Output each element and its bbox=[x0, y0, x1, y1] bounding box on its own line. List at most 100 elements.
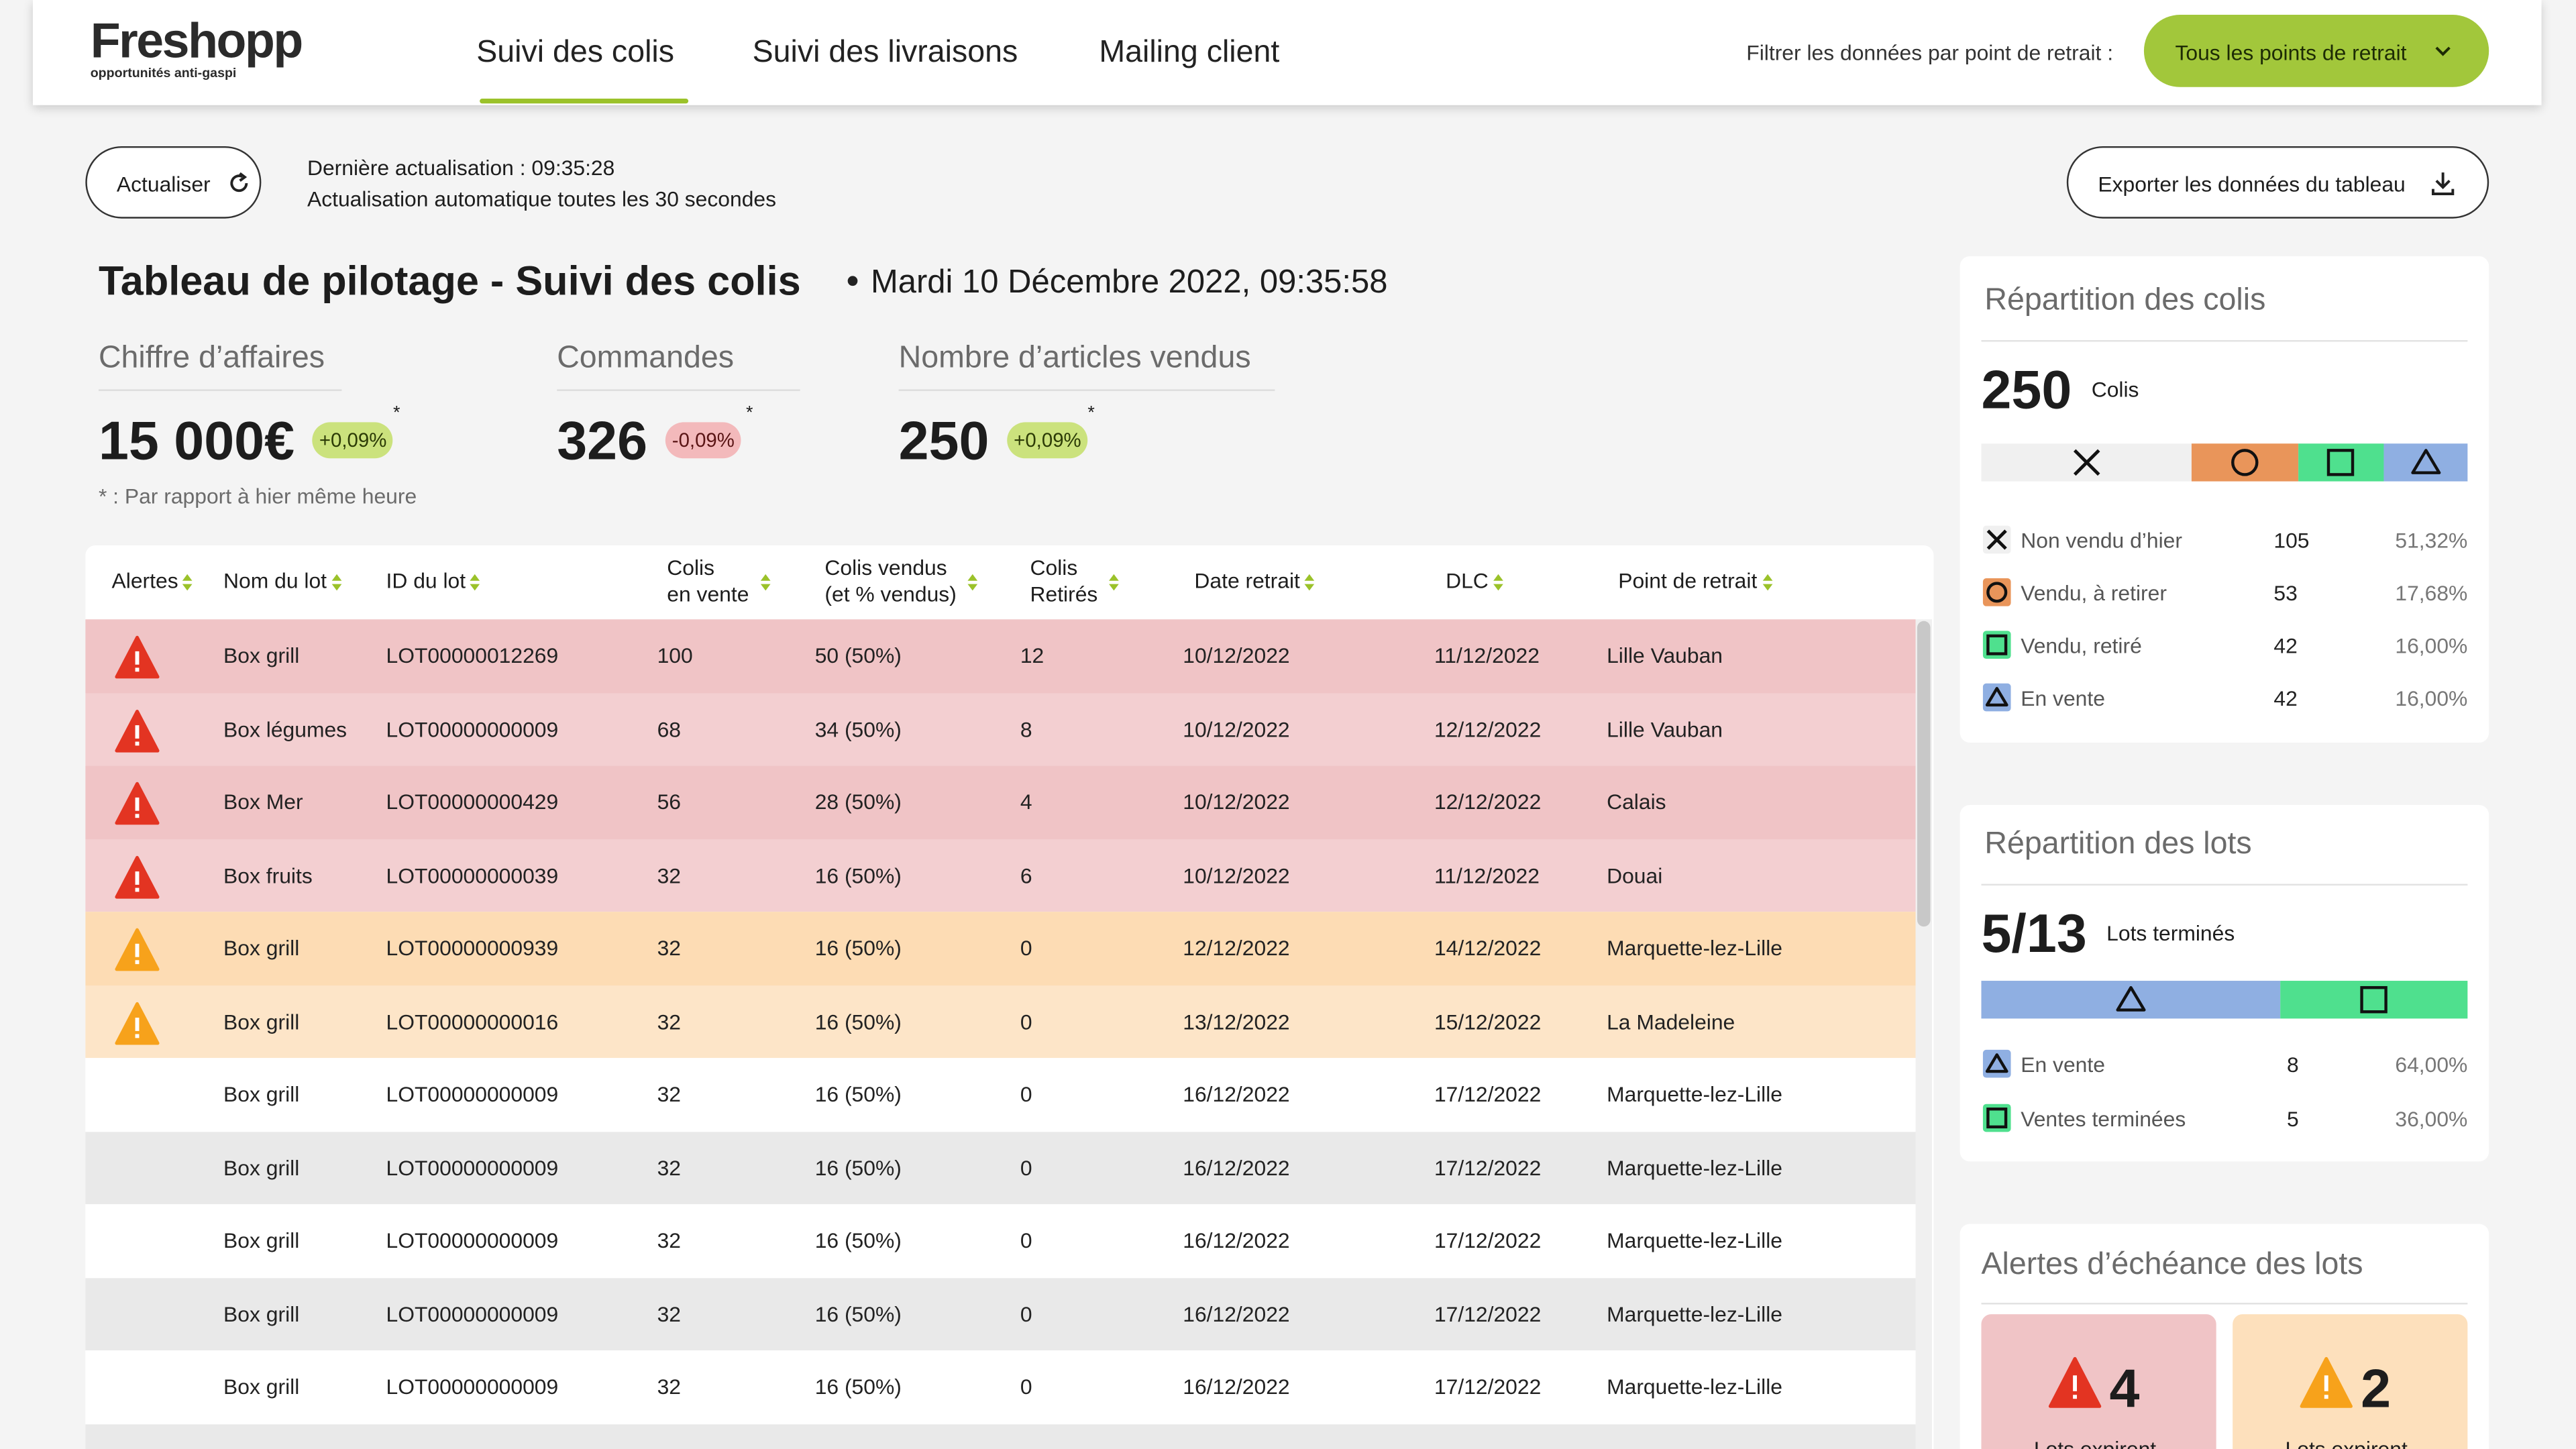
table-row[interactable] bbox=[85, 692, 1916, 766]
table-cell: 0 bbox=[1020, 936, 1032, 961]
table-cell: Box grill bbox=[223, 1155, 300, 1180]
table-cell: 12/12/2022 bbox=[1434, 716, 1542, 742]
export-icon bbox=[2431, 172, 2455, 195]
header bbox=[32, 0, 2542, 105]
panel-total-label: Lots terminés bbox=[2106, 920, 2235, 946]
table-cell: 4 bbox=[1020, 790, 1032, 815]
table-row[interactable] bbox=[85, 1058, 1916, 1132]
table-cell: 13/12/2022 bbox=[1183, 1009, 1290, 1034]
table-cell: LOT00000000009 bbox=[386, 1082, 559, 1108]
logo[interactable]: Freshopp bbox=[90, 15, 304, 69]
table-cell: 11/12/2022 bbox=[1434, 863, 1540, 888]
table-cell: 16/12/2022 bbox=[1183, 1082, 1290, 1108]
table-cell: Box grill bbox=[223, 1082, 300, 1108]
table-cell: 12/12/2022 bbox=[1434, 790, 1542, 815]
table-cell: 17/12/2022 bbox=[1434, 1082, 1542, 1108]
dashboard-date: Mardi 10 Décembre 2022, 09:35:58 bbox=[870, 264, 1388, 301]
legend-label: Vendu, à retirer bbox=[2021, 580, 2167, 606]
table-cell: 16 (50%) bbox=[814, 1082, 902, 1108]
nav-item[interactable]: Suivi des colis bbox=[476, 35, 675, 70]
kpi-value: 326 bbox=[557, 410, 648, 471]
column-header[interactable]: Colis vendus (et % vendus) bbox=[824, 555, 957, 606]
table-cell: 11/12/2022 bbox=[1434, 643, 1540, 669]
alert-icon bbox=[115, 1001, 160, 1044]
column-header[interactable]: Colis en vente bbox=[667, 555, 749, 606]
table-row[interactable] bbox=[85, 912, 1916, 985]
table-row[interactable] bbox=[85, 839, 1916, 912]
column-header[interactable]: Colis Retirés bbox=[1030, 555, 1098, 606]
panel-total-label: Colis bbox=[2091, 377, 2139, 402]
column-header[interactable]: Nom du lot bbox=[223, 568, 327, 594]
legend-percent: 51,32% bbox=[2395, 528, 2468, 553]
alert-card-text: Lots expirent bbox=[2286, 1438, 2408, 1449]
table-row[interactable] bbox=[85, 619, 1916, 693]
alert-card-warning[interactable] bbox=[2233, 1314, 2468, 1449]
table-cell: 17/12/2022 bbox=[1434, 1375, 1542, 1399]
kpi-note-marker: * bbox=[1087, 403, 1095, 423]
card-colis bbox=[1960, 256, 2489, 743]
dashboard-title: Tableau de pilotage - Suivi des colis bbox=[98, 258, 801, 305]
sort-icon bbox=[967, 574, 978, 591]
table-cell: 32 bbox=[657, 1155, 682, 1180]
bar-symbol bbox=[2327, 449, 2355, 476]
table-cell: 17/12/2022 bbox=[1434, 1228, 1542, 1253]
table-row[interactable] bbox=[85, 1277, 1916, 1351]
filter-button[interactable] bbox=[2143, 15, 2489, 87]
auto-update: Actualisation automatique toutes les 30 … bbox=[307, 186, 777, 211]
table-row[interactable] bbox=[85, 985, 1916, 1059]
table-cell: 32 bbox=[657, 1228, 682, 1253]
scrollbar-thumb[interactable] bbox=[1917, 621, 1931, 927]
column-header[interactable]: Alertes bbox=[111, 568, 178, 594]
table-cell: 32 bbox=[657, 1375, 682, 1399]
export-button[interactable] bbox=[2066, 146, 2489, 219]
table-cell: 28 (50%) bbox=[814, 790, 902, 815]
legend-count: 105 bbox=[2273, 528, 2310, 553]
alert-card-icon bbox=[2048, 1356, 2102, 1408]
table-cell: 32 bbox=[657, 1082, 682, 1108]
alert-card-danger[interactable] bbox=[1981, 1314, 2216, 1449]
table-cell: 16/12/2022 bbox=[1183, 1155, 1290, 1180]
legend-symbol bbox=[1986, 582, 2008, 603]
bar-symbol bbox=[2232, 449, 2259, 476]
nav-item[interactable]: Mailing client bbox=[1099, 35, 1280, 70]
legend-symbol bbox=[1986, 634, 2008, 655]
refresh-icon bbox=[230, 172, 248, 193]
column-header[interactable]: Point de retrait bbox=[1618, 568, 1758, 594]
table-cell: 10/12/2022 bbox=[1183, 790, 1290, 815]
table-row[interactable] bbox=[85, 1131, 1916, 1205]
legend-percent: 16,00% bbox=[2395, 686, 2468, 711]
column-header[interactable]: ID du lot bbox=[386, 568, 466, 594]
table-cell: LOT00000000016 bbox=[386, 1009, 559, 1034]
table-cell: 16/12/2022 bbox=[1183, 1375, 1290, 1399]
panel-title: Répartition des colis bbox=[1984, 283, 2266, 318]
panel-title: Alertes d’échéance des lots bbox=[1981, 1248, 2363, 1283]
export-label[interactable]: Exporter les données du tableau bbox=[2098, 171, 2406, 197]
table-cell: Marquette-lez-Lille bbox=[1607, 1082, 1782, 1108]
refresh-label[interactable]: Actualiser bbox=[116, 171, 211, 197]
kpi-divider bbox=[557, 389, 800, 391]
kpi-label: Commandes bbox=[557, 341, 735, 376]
table-row[interactable] bbox=[85, 765, 1916, 839]
table-cell: 14/12/2022 bbox=[1434, 936, 1542, 961]
panel-title: Répartition des lots bbox=[1984, 827, 2252, 862]
column-header[interactable]: DLC bbox=[1446, 568, 1489, 594]
panel-divider bbox=[1981, 339, 2468, 342]
alert-card-text: Lots expirent bbox=[2034, 1438, 2156, 1449]
table-cell: 32 bbox=[657, 936, 682, 961]
table-cell: LOT00000000009 bbox=[386, 716, 559, 742]
legend-percent: 36,00% bbox=[2395, 1106, 2468, 1130]
panel-divider bbox=[1981, 1303, 2468, 1305]
table-cell: 32 bbox=[657, 1301, 682, 1326]
filter-button-label[interactable]: Tous les points de retrait bbox=[2175, 40, 2407, 65]
filter-label: Filtrer les données par point de retrait… bbox=[1746, 40, 2114, 65]
table-row[interactable] bbox=[85, 1350, 1916, 1424]
nav-item[interactable]: Suivi des livraisons bbox=[752, 35, 1018, 70]
table-row[interactable] bbox=[85, 1204, 1916, 1278]
legend-percent: 16,00% bbox=[2395, 633, 2468, 658]
column-header[interactable]: Date retrait bbox=[1194, 568, 1300, 594]
alert-icon bbox=[115, 708, 160, 752]
legend-count: 8 bbox=[2286, 1052, 2299, 1077]
legend-label: En vente bbox=[2021, 1052, 2105, 1077]
nav-underline bbox=[480, 98, 689, 104]
table-cell: Box grill bbox=[223, 1228, 300, 1253]
